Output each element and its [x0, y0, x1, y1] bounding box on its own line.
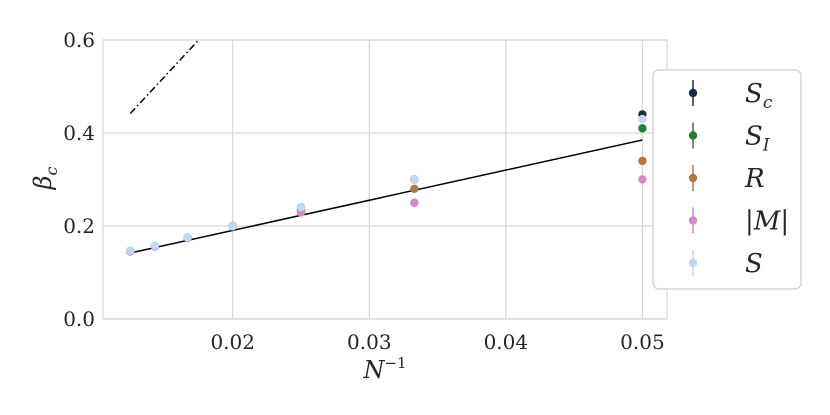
x-tick-label: 0.02 — [210, 330, 255, 354]
data-point-4 — [296, 203, 306, 212]
x-tick-label: 0.03 — [347, 330, 392, 354]
data-points — [126, 110, 647, 256]
legend-marker — [688, 173, 698, 183]
data-point-2 — [410, 184, 419, 193]
data-point-4 — [228, 221, 237, 231]
x-tick-label: 0.05 — [620, 330, 665, 354]
fit-line — [130, 139, 643, 254]
legend-box — [652, 69, 802, 290]
legend-label: |M| — [745, 207, 789, 237]
y-tick-label: 0.4 — [63, 121, 95, 145]
fit-lines — [129, 39, 643, 254]
legend-label: R — [744, 164, 765, 194]
data-point-1 — [638, 124, 647, 133]
data-point-3 — [410, 198, 419, 207]
legend-marker — [688, 88, 698, 98]
x-axis-label: N−1 — [362, 354, 406, 384]
grid — [103, 39, 667, 320]
tick-labels: 0.02 0.03 0.04 0.05 0.0 0.2 0.4 0.6 — [63, 28, 664, 354]
legend-label: Sc — [745, 79, 773, 113]
data-point-3 — [638, 175, 647, 184]
data-point-4 — [410, 175, 419, 184]
y-tick-label: 0.2 — [63, 214, 95, 238]
data-point-4 — [126, 246, 135, 255]
data-point-4 — [638, 114, 647, 124]
legend-marker — [688, 258, 698, 268]
y-axis-label: βc — [29, 167, 61, 191]
legend-label: SI — [745, 122, 770, 156]
plot-frame — [102, 39, 668, 320]
legend: Sc SI R |M| S — [652, 69, 802, 290]
data-point-4 — [183, 232, 192, 242]
data-point-2 — [638, 156, 647, 166]
data-point-4 — [150, 241, 160, 250]
reference-line — [129, 39, 200, 114]
legend-marker — [688, 131, 698, 140]
legend-label: S — [745, 249, 763, 279]
x-tick-label: 0.04 — [484, 330, 529, 354]
y-tick-label: 0.0 — [63, 307, 95, 331]
y-tick-label: 0.6 — [63, 28, 95, 52]
legend-marker — [688, 216, 698, 225]
